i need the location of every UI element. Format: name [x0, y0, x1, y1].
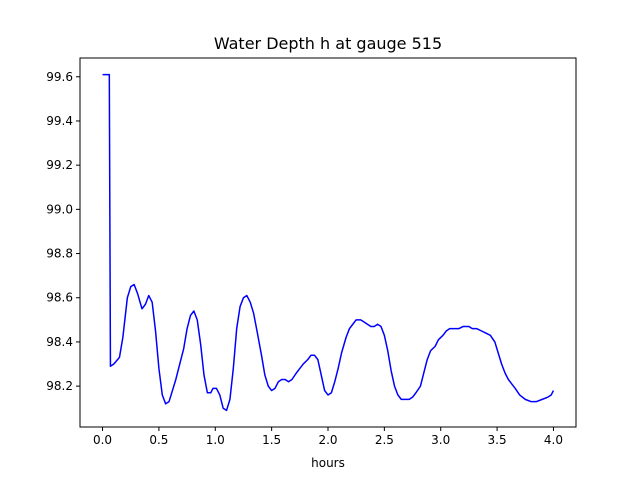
- chart-title: Water Depth h at gauge 515: [214, 34, 442, 53]
- y-axis: 98.2 98.4 98.6 98.8 99.0 99.2 99.4 99.6: [46, 70, 80, 393]
- x-tick-label: 0.0: [93, 433, 112, 447]
- x-tick-label: 3.5: [488, 433, 507, 447]
- x-tick-label: 2.5: [375, 433, 394, 447]
- x-axis: 0.0 0.5 1.0 1.5 2.0 2.5 3.0 3.5 4.0: [93, 427, 563, 447]
- x-axis-label: hours: [311, 456, 345, 470]
- x-tick-label: 3.0: [431, 433, 450, 447]
- y-tick-label: 98.4: [46, 335, 73, 349]
- y-tick-label: 99.0: [46, 202, 73, 216]
- y-tick-label: 99.2: [46, 158, 73, 172]
- series-layer: [102, 73, 555, 412]
- x-tick-label: 4.0: [544, 433, 563, 447]
- x-tick-label: 0.5: [149, 433, 168, 447]
- y-tick-label: 98.6: [46, 291, 73, 305]
- y-tick-label: 99.4: [46, 114, 73, 128]
- x-tick-label: 1.0: [206, 433, 225, 447]
- y-tick-label: 98.2: [46, 379, 73, 393]
- y-tick-label: 98.8: [46, 247, 73, 261]
- y-tick-label: 99.6: [46, 70, 73, 84]
- x-tick-label: 2.0: [318, 433, 337, 447]
- series-line-0: [102, 73, 555, 412]
- x-tick-label: 1.5: [262, 433, 281, 447]
